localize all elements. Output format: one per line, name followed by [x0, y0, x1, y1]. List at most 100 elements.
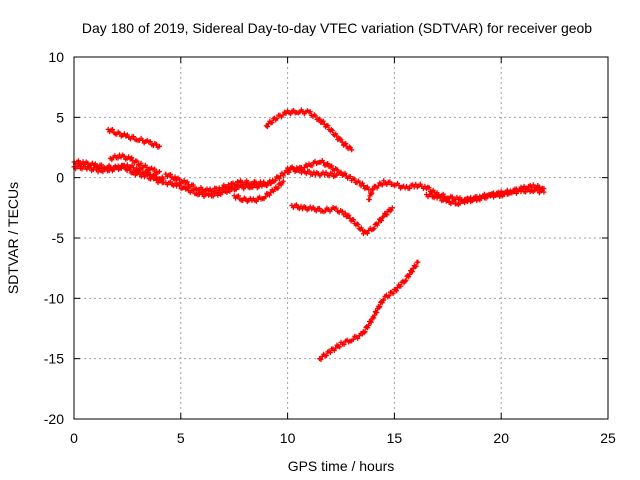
data-point — [409, 269, 415, 275]
data-point — [337, 344, 343, 350]
data-point — [387, 179, 393, 185]
data-point — [350, 336, 356, 342]
data-point — [342, 170, 348, 176]
data-point — [329, 171, 335, 177]
data-point — [323, 353, 329, 359]
data-series-track-4 — [105, 126, 162, 150]
data-point — [293, 202, 299, 208]
data-point — [259, 183, 265, 189]
data-point — [368, 319, 374, 325]
data-point — [156, 169, 162, 175]
data-point — [253, 182, 259, 188]
data-point — [76, 158, 82, 164]
data-point — [181, 184, 187, 190]
data-point — [138, 160, 144, 166]
data-point — [233, 186, 239, 192]
data-point — [366, 322, 372, 328]
data-point — [440, 191, 446, 197]
data-point — [264, 124, 270, 130]
data-series-track-3 — [107, 152, 162, 176]
y-tick-label: 0 — [56, 170, 64, 186]
data-point — [349, 147, 355, 153]
data-point — [433, 192, 439, 198]
data-point — [301, 164, 307, 170]
data-point — [536, 184, 542, 190]
data-point — [109, 127, 115, 133]
data-point — [457, 200, 463, 206]
data-point — [303, 204, 309, 210]
y-tick-label: 5 — [56, 109, 64, 125]
data-point — [131, 134, 137, 140]
data-point — [334, 167, 340, 173]
x-tick-label: 0 — [70, 430, 78, 446]
x-axis-label: GPS time / hours — [288, 458, 395, 474]
data-point — [364, 184, 370, 190]
data-point — [333, 345, 339, 351]
data-point — [351, 217, 357, 223]
data-point — [375, 220, 381, 226]
data-point — [342, 210, 348, 216]
data-point — [272, 177, 278, 183]
data-point — [366, 187, 372, 193]
data-point — [276, 176, 282, 182]
data-point — [389, 205, 395, 211]
data-point — [325, 123, 331, 129]
data-point — [488, 193, 494, 199]
data-point — [167, 171, 173, 177]
data-point — [144, 164, 150, 170]
data-point — [274, 116, 280, 122]
data-point — [156, 143, 162, 149]
data-point — [396, 182, 402, 188]
data-point — [264, 183, 270, 189]
data-point — [124, 162, 130, 168]
data-point — [338, 169, 344, 175]
data-point — [103, 165, 109, 171]
data-point — [471, 197, 477, 203]
data-point — [124, 132, 130, 138]
data-point — [172, 180, 178, 186]
data-point — [381, 297, 387, 303]
data-point — [364, 230, 370, 236]
data-point — [312, 172, 318, 178]
data-point — [177, 183, 183, 189]
data-point — [517, 187, 523, 193]
data-series-track-12 — [423, 182, 547, 208]
data-point — [227, 188, 233, 194]
data-point — [494, 192, 500, 198]
data-point — [347, 174, 353, 180]
data-point — [333, 205, 339, 211]
data-point — [394, 288, 400, 294]
data-point — [384, 212, 390, 218]
data-point — [375, 183, 381, 189]
data-point — [121, 163, 127, 169]
data-point — [134, 158, 140, 164]
data-point — [510, 189, 516, 195]
data-point — [250, 184, 256, 190]
chart-title: Day 180 of 2019, Sidereal Day-to-day VTE… — [82, 20, 592, 36]
x-tick-label: 20 — [493, 430, 509, 446]
data-point — [413, 263, 419, 269]
data-point — [87, 165, 93, 171]
data-point — [262, 194, 268, 200]
data-point — [329, 163, 335, 169]
data-point — [403, 277, 409, 283]
data-point — [147, 171, 153, 177]
data-point — [184, 179, 190, 185]
data-point — [145, 172, 151, 178]
data-point — [95, 169, 101, 175]
data-point — [152, 166, 158, 172]
data-point — [334, 133, 340, 139]
data-point — [215, 192, 221, 198]
data-point — [224, 190, 230, 196]
data-point — [243, 196, 249, 202]
data-point — [253, 198, 259, 204]
y-tick-label: -10 — [44, 290, 64, 306]
data-point — [300, 206, 306, 212]
data-point — [372, 312, 378, 318]
data-point — [426, 185, 432, 191]
data-point — [129, 162, 135, 168]
data-point — [323, 169, 329, 175]
data-point — [131, 169, 137, 175]
data-point — [76, 163, 82, 169]
data-point — [275, 185, 281, 191]
